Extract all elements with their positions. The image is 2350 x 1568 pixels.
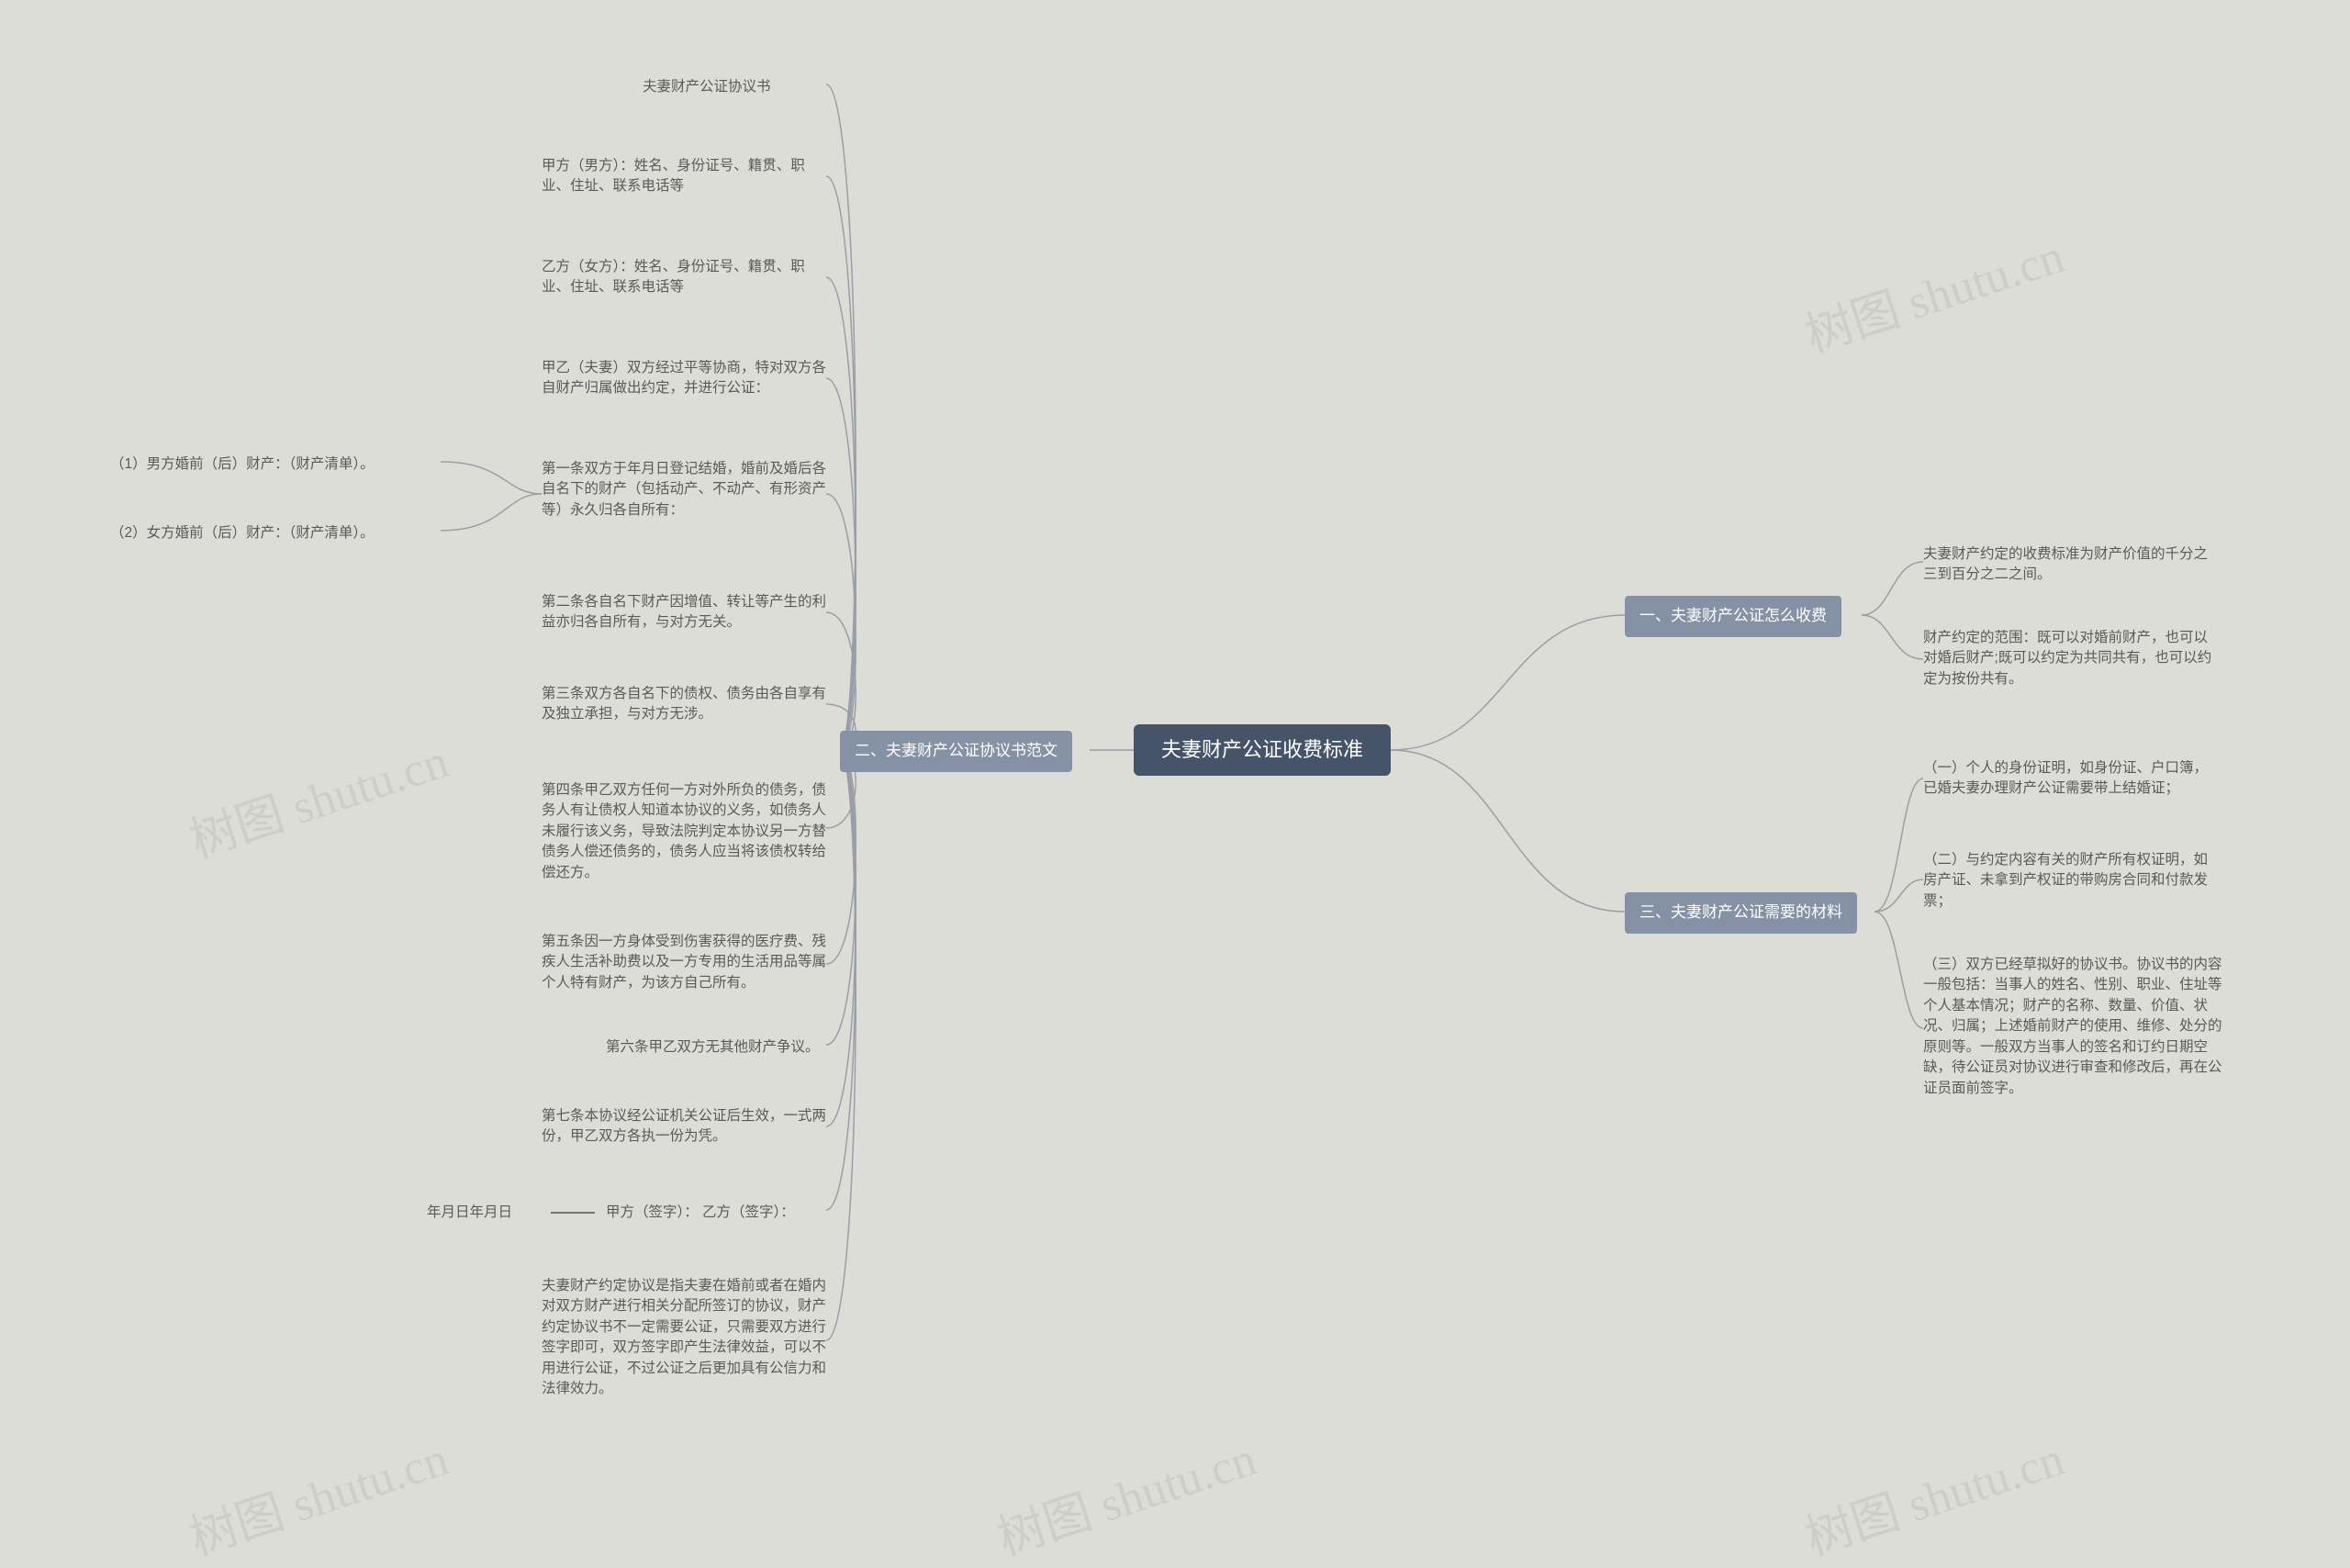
leaf-l1: 夫妻财产公证协议书 bbox=[643, 77, 826, 97]
leaf-l2: 甲方（男方）：姓名、身份证号、籍贯、职业、住址、联系电话等 bbox=[542, 156, 826, 197]
leaf-r2: 财产约定的范围：既可以对婚前财产，也可以对婚后财产;既可以约定为共同共有，也可以… bbox=[1923, 628, 2221, 689]
leaf-l4: 甲乙（夫妻）双方经过平等协商，特对双方各自财产归属做出约定，并进行公证： bbox=[542, 358, 826, 399]
leaf-l10: 第六条甲乙双方无其他财产争议。 bbox=[606, 1037, 835, 1058]
leaf-r1: 夫妻财产约定的收费标准为财产价值的千分之三到百分之二之间。 bbox=[1923, 544, 2221, 586]
mindmap-canvas: 夫妻财产公证收费标准 一、夫妻财产公证怎么收费 三、夫妻财产公证需要的材料 二、… bbox=[0, 0, 2350, 1565]
leaf-l6: 第二条各自名下财产因增值、转让等产生的利益亦归各自所有，与对方无关。 bbox=[542, 592, 826, 633]
subleaf-s2: （2）女方婚前（后）财产：（财产清单）。 bbox=[110, 523, 408, 543]
leaf-l7: 第三条双方各自名下的债权、债务由各自享有及独立承担，与对方无涉。 bbox=[542, 684, 826, 725]
leaf-r5: （三）双方已经草拟好的协议书。协议书的内容一般包括：当事人的姓名、性别、职业、住… bbox=[1923, 955, 2231, 1099]
watermark: 树图 shutu.cn bbox=[180, 1420, 456, 1568]
branch-1: 一、夫妻财产公证怎么收费 bbox=[1625, 596, 1841, 637]
leaf-l13: 夫妻财产约定协议是指夫妻在婚前或者在婚内对双方财产进行相关分配所签订的协议，财产… bbox=[542, 1276, 826, 1400]
leaf-l12: 甲方（签字）： 乙方（签字）： bbox=[606, 1203, 835, 1223]
leaf-l3: 乙方（女方）：姓名、身份证号、籍贯、职业、住址、联系电话等 bbox=[542, 257, 826, 298]
dash-connector bbox=[551, 1212, 595, 1214]
watermark: 树图 shutu.cn bbox=[1796, 1420, 2072, 1568]
leaf-l5: 第一条双方于年月日登记结婚，婚前及婚后各自名下的财产（包括动产、不动产、有形资产… bbox=[542, 459, 826, 521]
branch-3: 三、夫妻财产公证需要的材料 bbox=[1625, 892, 1857, 934]
leaf-r3: （一）个人的身份证明，如身份证、户口簿，已婚夫妻办理财产公证需要带上结婚证； bbox=[1923, 758, 2221, 800]
subleaf-s1: （1）男方婚前（后）财产：（财产清单）。 bbox=[110, 454, 408, 475]
branch-2: 二、夫妻财产公证协议书范文 bbox=[840, 731, 1072, 772]
leaf-r4: （二）与约定内容有关的财产所有权证明，如房产证、未拿到产权证的带购房合同和付款发… bbox=[1923, 850, 2221, 912]
leaf-l11: 第七条本协议经公证机关公证后生效，一式两份，甲乙双方各执一份为凭。 bbox=[542, 1106, 826, 1148]
leaf-l9: 第五条因一方身体受到伤害获得的医疗费、残疾人生活补助费以及一方专用的生活用品等属… bbox=[542, 932, 826, 993]
root-node: 夫妻财产公证收费标准 bbox=[1134, 724, 1391, 776]
watermark: 树图 shutu.cn bbox=[1796, 218, 2072, 365]
dash-label: 年月日年月日 bbox=[427, 1203, 546, 1223]
watermark: 树图 shutu.cn bbox=[180, 722, 456, 870]
leaf-l8: 第四条甲乙双方任何一方对外所负的债务，债务人有让债权人知道本协议的义务，如债务人… bbox=[542, 780, 826, 883]
watermark: 树图 shutu.cn bbox=[988, 1420, 1264, 1568]
